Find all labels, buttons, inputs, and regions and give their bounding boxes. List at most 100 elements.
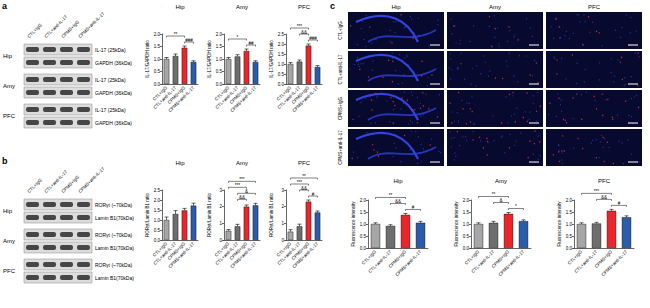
svg-text:b: b — [2, 156, 8, 166]
svg-text:RORγt/Lamin B1 ratio: RORγt/Lamin B1 ratio — [145, 193, 150, 237]
svg-text:2.5: 2.5 — [278, 32, 285, 37]
svg-text:0.0: 0.0 — [463, 246, 470, 251]
svg-text:CPMS+anti-IL-17: CPMS+anti-IL-17 — [77, 166, 105, 194]
svg-text:PFC: PFC — [298, 4, 311, 10]
svg-text:1: 1 — [281, 221, 284, 226]
svg-text:RORγt/Lamin B1 ratio: RORγt/Lamin B1 ratio — [269, 193, 274, 237]
svg-text:CTL+IgG: CTL+IgG — [338, 21, 343, 40]
svg-text:Hip: Hip — [175, 4, 185, 10]
svg-text:0.5: 0.5 — [154, 69, 161, 74]
svg-text:Amy: Amy — [489, 4, 501, 10]
svg-text:0: 0 — [219, 238, 222, 243]
svg-text:**: ** — [492, 192, 496, 197]
svg-text:*: * — [237, 35, 239, 40]
svg-text:&&: && — [601, 195, 607, 200]
svg-text:0.5: 0.5 — [278, 72, 285, 77]
svg-text:CPMS+anti-IL-17: CPMS+anti-IL-17 — [167, 241, 195, 269]
svg-text:0.0: 0.0 — [566, 246, 573, 251]
svg-text:0.5: 0.5 — [566, 234, 573, 239]
svg-text:#: # — [412, 205, 415, 210]
svg-text:GAPDH (36kDa): GAPDH (36kDa) — [95, 90, 132, 96]
svg-text:1.0: 1.0 — [360, 222, 367, 227]
svg-text:Hip: Hip — [175, 160, 185, 166]
svg-text:0: 0 — [281, 238, 284, 243]
svg-text:Amy: Amy — [3, 238, 15, 244]
svg-text:Lamin B1(70kDa): Lamin B1(70kDa) — [95, 215, 134, 221]
svg-text:Fluorescence intensity: Fluorescence intensity — [351, 201, 356, 247]
svg-text:Lamin B1(70kDa): Lamin B1(70kDa) — [95, 245, 134, 251]
svg-text:CPMS+anti-IL-17: CPMS+anti-IL-17 — [291, 241, 319, 269]
svg-text:RORγt (~70kDa): RORγt (~70kDa) — [95, 202, 132, 208]
svg-text:2.0: 2.0 — [216, 32, 223, 37]
svg-text:&&: && — [301, 30, 307, 35]
svg-text:1.5: 1.5 — [278, 52, 285, 57]
svg-text:2.0: 2.0 — [154, 198, 161, 203]
svg-text:CPMS+anti-IL-17: CPMS+anti-IL-17 — [229, 241, 257, 269]
svg-text:CPMS+anti-IL-17: CPMS+anti-IL-17 — [497, 249, 525, 277]
svg-text:**: ** — [302, 174, 306, 179]
svg-text:Fluorescence intensity: Fluorescence intensity — [557, 201, 562, 247]
svg-text:1.5: 1.5 — [360, 210, 367, 215]
svg-text:**: ** — [174, 32, 178, 37]
svg-text:GAPDH (36kDa): GAPDH (36kDa) — [95, 120, 132, 126]
svg-text:##: ## — [248, 41, 254, 46]
svg-text:0.5: 0.5 — [463, 234, 470, 239]
svg-text:1.0: 1.0 — [154, 57, 161, 62]
svg-text:1.0: 1.0 — [566, 222, 573, 227]
svg-text:2.0: 2.0 — [463, 198, 470, 203]
svg-text:&: & — [245, 189, 248, 194]
svg-text:Hip: Hip — [3, 208, 13, 214]
svg-text:RORγt (~70kDa): RORγt (~70kDa) — [95, 232, 132, 238]
svg-text:1.5: 1.5 — [154, 44, 161, 49]
svg-text:***: *** — [235, 183, 241, 188]
svg-text:2.0: 2.0 — [278, 42, 285, 47]
svg-text:1.0: 1.0 — [463, 222, 470, 227]
svg-text:1.5: 1.5 — [154, 208, 161, 213]
svg-text:3: 3 — [219, 188, 222, 193]
svg-text:PFC: PFC — [588, 4, 601, 10]
svg-text:Amy: Amy — [236, 160, 248, 166]
svg-text:#: # — [312, 192, 315, 197]
svg-text:CTL+anti-IL-17: CTL+anti-IL-17 — [470, 249, 495, 274]
svg-text:0.0: 0.0 — [360, 246, 367, 251]
svg-text:CTL+anti-IL-17: CTL+anti-IL-17 — [338, 54, 343, 85]
svg-text:2.0: 2.0 — [154, 32, 161, 37]
svg-text:###: ### — [185, 38, 193, 43]
svg-text:*: * — [515, 204, 517, 209]
svg-text:1.0: 1.0 — [216, 57, 223, 62]
svg-text:Amy: Amy — [3, 83, 15, 89]
svg-text:CPMS+anti-IL-17: CPMS+anti-IL-17 — [229, 85, 257, 113]
svg-text:GAPDH (36kDa): GAPDH (36kDa) — [95, 60, 132, 66]
svg-text:Amy: Amy — [236, 4, 248, 10]
svg-text:IL-17 (25kDa): IL-17 (25kDa) — [95, 107, 126, 113]
svg-text:CPMS+IgG: CPMS+IgG — [338, 97, 343, 120]
svg-text:1.0: 1.0 — [154, 218, 161, 223]
svg-text:#: # — [618, 201, 621, 206]
svg-text:IL-17/GAPDH ratio: IL-17/GAPDH ratio — [145, 40, 150, 78]
svg-text:1.5: 1.5 — [216, 44, 223, 49]
svg-text:&&: && — [301, 186, 307, 191]
svg-text:***: *** — [239, 177, 245, 182]
svg-text:a: a — [2, 1, 8, 11]
svg-text:RORγt/Lamin B1 ratio: RORγt/Lamin B1 ratio — [207, 193, 212, 237]
svg-text:0.0: 0.0 — [154, 82, 161, 87]
svg-text:2.0: 2.0 — [566, 198, 573, 203]
svg-text:0.0: 0.0 — [154, 238, 161, 243]
svg-text:CTL+IgG: CTL+IgG — [26, 177, 43, 194]
svg-text:Hip: Hip — [393, 178, 403, 184]
svg-text:Lamin B1(70kDa): Lamin B1(70kDa) — [95, 275, 134, 281]
svg-text:PFC: PFC — [298, 160, 311, 166]
svg-text:0.5: 0.5 — [360, 234, 367, 239]
svg-text:IL-17/GAPDH ratio: IL-17/GAPDH ratio — [269, 40, 274, 78]
svg-text:IL-17/GAPDH ratio: IL-17/GAPDH ratio — [207, 40, 212, 78]
svg-text:1.5: 1.5 — [566, 210, 573, 215]
svg-text:Hip: Hip — [391, 4, 401, 10]
svg-text:1.0: 1.0 — [278, 62, 285, 67]
svg-text:CPMS+anti-IL-17: CPMS+anti-IL-17 — [291, 85, 319, 113]
svg-text:PFC: PFC — [3, 113, 16, 119]
svg-text:CTL+anti-IL-17: CTL+anti-IL-17 — [367, 249, 392, 274]
svg-text:IL-17 (25kDa): IL-17 (25kDa) — [95, 77, 126, 83]
svg-text:CPMS+anti-IL-17: CPMS+anti-IL-17 — [77, 11, 105, 39]
svg-text:CPMS+anti-IL-17: CPMS+anti-IL-17 — [167, 85, 195, 113]
svg-text:CPMS+anti-IL-17: CPMS+anti-IL-17 — [394, 249, 422, 277]
